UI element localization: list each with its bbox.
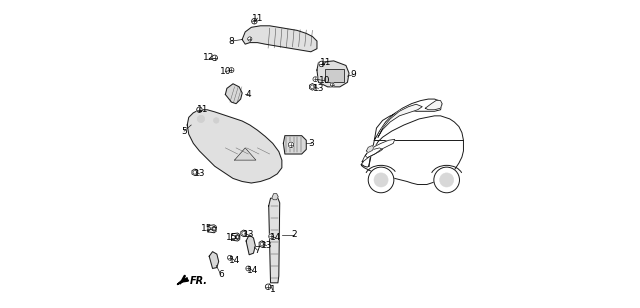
Text: 14: 14 [270, 233, 282, 242]
Text: 15: 15 [226, 233, 237, 242]
Text: 11: 11 [321, 58, 332, 67]
Text: 14: 14 [247, 266, 259, 275]
Circle shape [196, 107, 202, 112]
Polygon shape [269, 198, 280, 283]
Text: 13: 13 [194, 169, 205, 178]
Text: 3: 3 [308, 139, 314, 148]
Text: 12: 12 [203, 53, 214, 62]
Circle shape [212, 55, 218, 61]
Polygon shape [232, 233, 240, 241]
Bar [324, 69, 344, 82]
Text: 13: 13 [261, 241, 273, 250]
Polygon shape [208, 225, 216, 233]
Polygon shape [212, 226, 216, 231]
Circle shape [246, 266, 251, 271]
Text: 9: 9 [351, 70, 356, 79]
Circle shape [214, 118, 219, 123]
Polygon shape [242, 26, 317, 52]
Text: 11: 11 [196, 105, 208, 114]
Circle shape [330, 83, 334, 87]
Text: 10: 10 [319, 76, 330, 85]
Polygon shape [225, 84, 242, 103]
Polygon shape [366, 145, 373, 152]
Polygon shape [209, 252, 219, 269]
Polygon shape [234, 148, 256, 160]
Text: 10: 10 [220, 67, 231, 76]
Polygon shape [378, 104, 422, 137]
Text: 5: 5 [181, 127, 187, 136]
Text: 14: 14 [229, 256, 240, 265]
Circle shape [227, 255, 232, 260]
Polygon shape [317, 61, 349, 87]
Circle shape [440, 173, 454, 187]
Circle shape [368, 167, 394, 193]
Circle shape [266, 284, 271, 290]
Circle shape [197, 115, 205, 123]
Circle shape [319, 61, 324, 67]
Text: 11: 11 [252, 14, 263, 23]
Polygon shape [426, 101, 442, 110]
Circle shape [434, 167, 460, 193]
Text: 15: 15 [202, 224, 213, 233]
Polygon shape [272, 194, 278, 200]
Text: 2: 2 [291, 230, 297, 239]
Circle shape [252, 18, 257, 24]
Polygon shape [236, 235, 240, 239]
Text: 1: 1 [270, 285, 276, 294]
Polygon shape [177, 278, 188, 285]
Text: 7: 7 [255, 246, 260, 255]
Text: 13: 13 [313, 84, 324, 93]
Circle shape [288, 142, 294, 148]
Text: 4: 4 [246, 90, 251, 99]
Polygon shape [188, 110, 282, 183]
Circle shape [229, 68, 234, 72]
Circle shape [374, 173, 388, 187]
Polygon shape [259, 241, 265, 247]
Text: 13: 13 [243, 230, 254, 239]
Polygon shape [374, 99, 442, 140]
Polygon shape [361, 116, 463, 184]
Text: 6: 6 [218, 270, 223, 279]
Polygon shape [362, 139, 395, 162]
Text: 8: 8 [228, 37, 234, 46]
Text: FR.: FR. [189, 276, 207, 286]
Circle shape [313, 77, 318, 82]
Polygon shape [284, 136, 307, 154]
Polygon shape [192, 169, 198, 176]
Polygon shape [241, 230, 246, 237]
Polygon shape [310, 83, 316, 90]
Circle shape [248, 37, 252, 41]
Polygon shape [246, 235, 255, 255]
Circle shape [269, 234, 274, 239]
